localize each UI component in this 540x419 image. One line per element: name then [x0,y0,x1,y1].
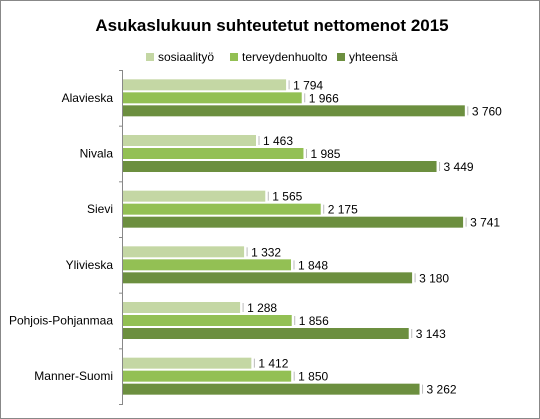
value-label: 3 741 [470,216,500,230]
bar [123,272,413,284]
chart-title: Asukaslukuun suhteutetut nettomenot 2015 [95,16,448,35]
value-label: 1 985 [310,147,340,161]
value-label: 1 856 [299,314,329,328]
value-label: 1 412 [258,357,288,371]
value-label: 1 288 [247,301,277,315]
value-label: 3 262 [427,383,457,397]
category-label: Pohjois-Pohjanmaa [9,314,113,328]
bar [123,328,409,339]
bars [123,79,465,395]
legend-label-1: sosiaalityö [158,50,214,64]
value-label: 3 143 [416,327,446,341]
bar [123,148,304,159]
value-label: 1 848 [298,258,328,272]
bar [123,203,321,215]
value-label: 1 565 [272,190,302,204]
category-labels: Alavieska Nivala Sievi Ylivieska Pohjois-Poh… [9,91,113,383]
value-label: 3 449 [444,160,474,174]
value-label: 2 175 [328,203,358,217]
legend-swatch-1 [146,53,154,61]
bar [123,216,464,228]
bar [123,92,302,104]
category-label: Sievi [87,202,113,216]
category-label: Ylivieska [66,258,114,272]
category-label: Alavieska [62,91,114,105]
category-label: Manner-Suomi [34,369,113,383]
legend-swatch-3 [337,53,345,61]
bar [123,302,241,313]
bar [123,190,266,202]
value-label: 3 760 [472,104,502,118]
value-label: 1 794 [293,78,323,92]
bar [123,315,292,326]
value-label: 3 180 [419,271,449,285]
category-label: Nivala [80,147,114,161]
value-label: 1 966 [309,91,339,105]
legend: sosiaalityö terveydenhuolto yhteensä [146,50,398,64]
legend-swatch-2 [230,53,238,61]
value-label: 1 463 [263,134,293,148]
bar [123,246,245,258]
value-label: 1 332 [251,245,281,259]
bar [123,259,291,271]
bar [123,370,292,382]
legend-label-2: terveydenhuolto [242,50,328,64]
value-label: 1 850 [298,370,328,384]
bar [123,161,437,172]
bar [123,79,287,91]
legend-label-3: yhteensä [349,50,398,64]
bar [123,135,256,146]
bar [123,357,252,369]
bar [123,105,465,117]
bar [123,383,420,395]
